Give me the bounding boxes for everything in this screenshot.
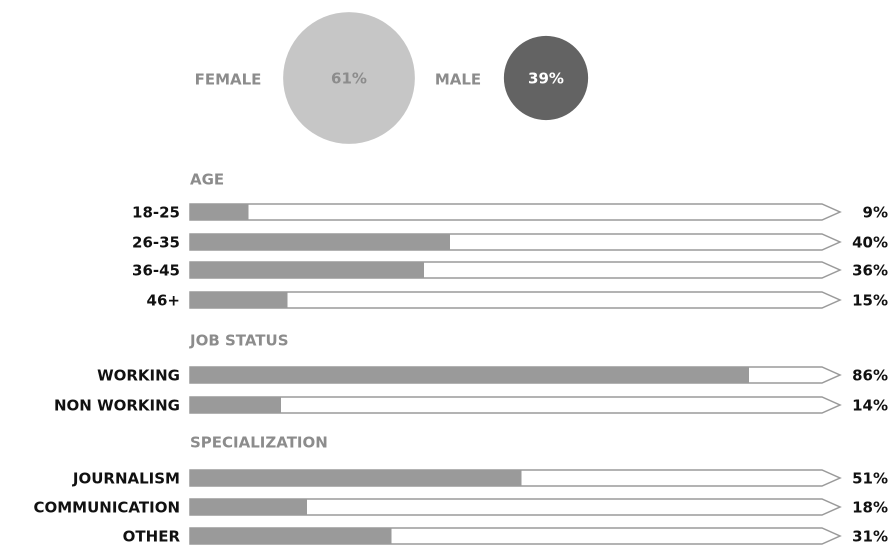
value-label: 36% — [852, 262, 888, 280]
bar — [190, 499, 307, 515]
group-title: AGE — [190, 171, 224, 189]
group-title: SPECIALIZATION — [190, 434, 328, 452]
bar — [190, 292, 288, 308]
category-label: COMMUNICATION — [34, 499, 181, 517]
category-label: JOURNALISM — [72, 470, 180, 488]
circle — [503, 35, 589, 121]
bar — [190, 262, 424, 278]
bar — [190, 470, 522, 486]
bar-track — [189, 396, 842, 414]
category-label: 18-25 — [132, 204, 180, 222]
bar — [190, 204, 249, 220]
circle-value-label: 39% — [528, 70, 564, 88]
value-label: 86% — [852, 367, 888, 385]
value-label: 51% — [852, 470, 888, 488]
value-label: 18% — [852, 499, 888, 517]
circle-category-label: FEMALE — [195, 71, 262, 89]
category-label: 36-45 — [132, 262, 180, 280]
bar — [190, 528, 392, 544]
category-label: NON WORKING — [54, 397, 180, 415]
circle-value-label: 61% — [331, 70, 367, 88]
group-title: JOB STATUS — [189, 332, 289, 350]
value-label: 31% — [852, 528, 888, 546]
value-label: 15% — [852, 292, 888, 310]
value-label: 40% — [852, 234, 888, 252]
category-label: 46+ — [147, 292, 180, 310]
bar-track — [189, 203, 842, 221]
category-label: WORKING — [97, 367, 180, 385]
bar — [190, 397, 281, 413]
bar — [190, 234, 450, 250]
value-label: 14% — [852, 397, 888, 415]
category-label: 26-35 — [132, 234, 180, 252]
circle-category-label: MALE — [435, 71, 481, 89]
circle — [283, 12, 415, 144]
value-label: 9% — [863, 204, 888, 222]
bar — [190, 367, 749, 383]
category-label: OTHER — [123, 528, 181, 546]
